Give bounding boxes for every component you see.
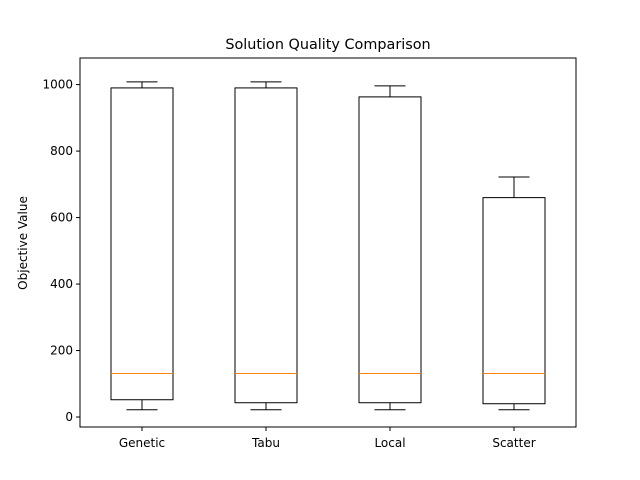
box-iqr <box>234 87 298 404</box>
y-tick-label: 600 <box>50 211 73 225</box>
box-iqr <box>482 197 546 405</box>
y-tick-label: 200 <box>50 344 73 358</box>
y-tick-label: 1000 <box>42 78 73 92</box>
x-tick-label: Scatter <box>492 436 535 450</box>
plot-frame <box>79 57 577 428</box>
plot-area: 0 200 400 600 800 1000 Genetic Tabu Local Scatter <box>42 78 546 450</box>
y-axis-label: Objective Value <box>16 196 30 290</box>
chart-title: Solution Quality Comparison <box>225 37 430 53</box>
x-tick-label: Tabu <box>251 436 280 450</box>
x-tick-label: Genetic <box>119 436 165 450</box>
y-tick-label: 800 <box>50 144 73 158</box>
box-iqr <box>110 87 174 401</box>
y-tick-label: 400 <box>50 277 73 291</box>
box-iqr <box>358 96 422 404</box>
x-tick-label: Local <box>374 436 405 450</box>
y-tick-label: 0 <box>65 410 73 424</box>
